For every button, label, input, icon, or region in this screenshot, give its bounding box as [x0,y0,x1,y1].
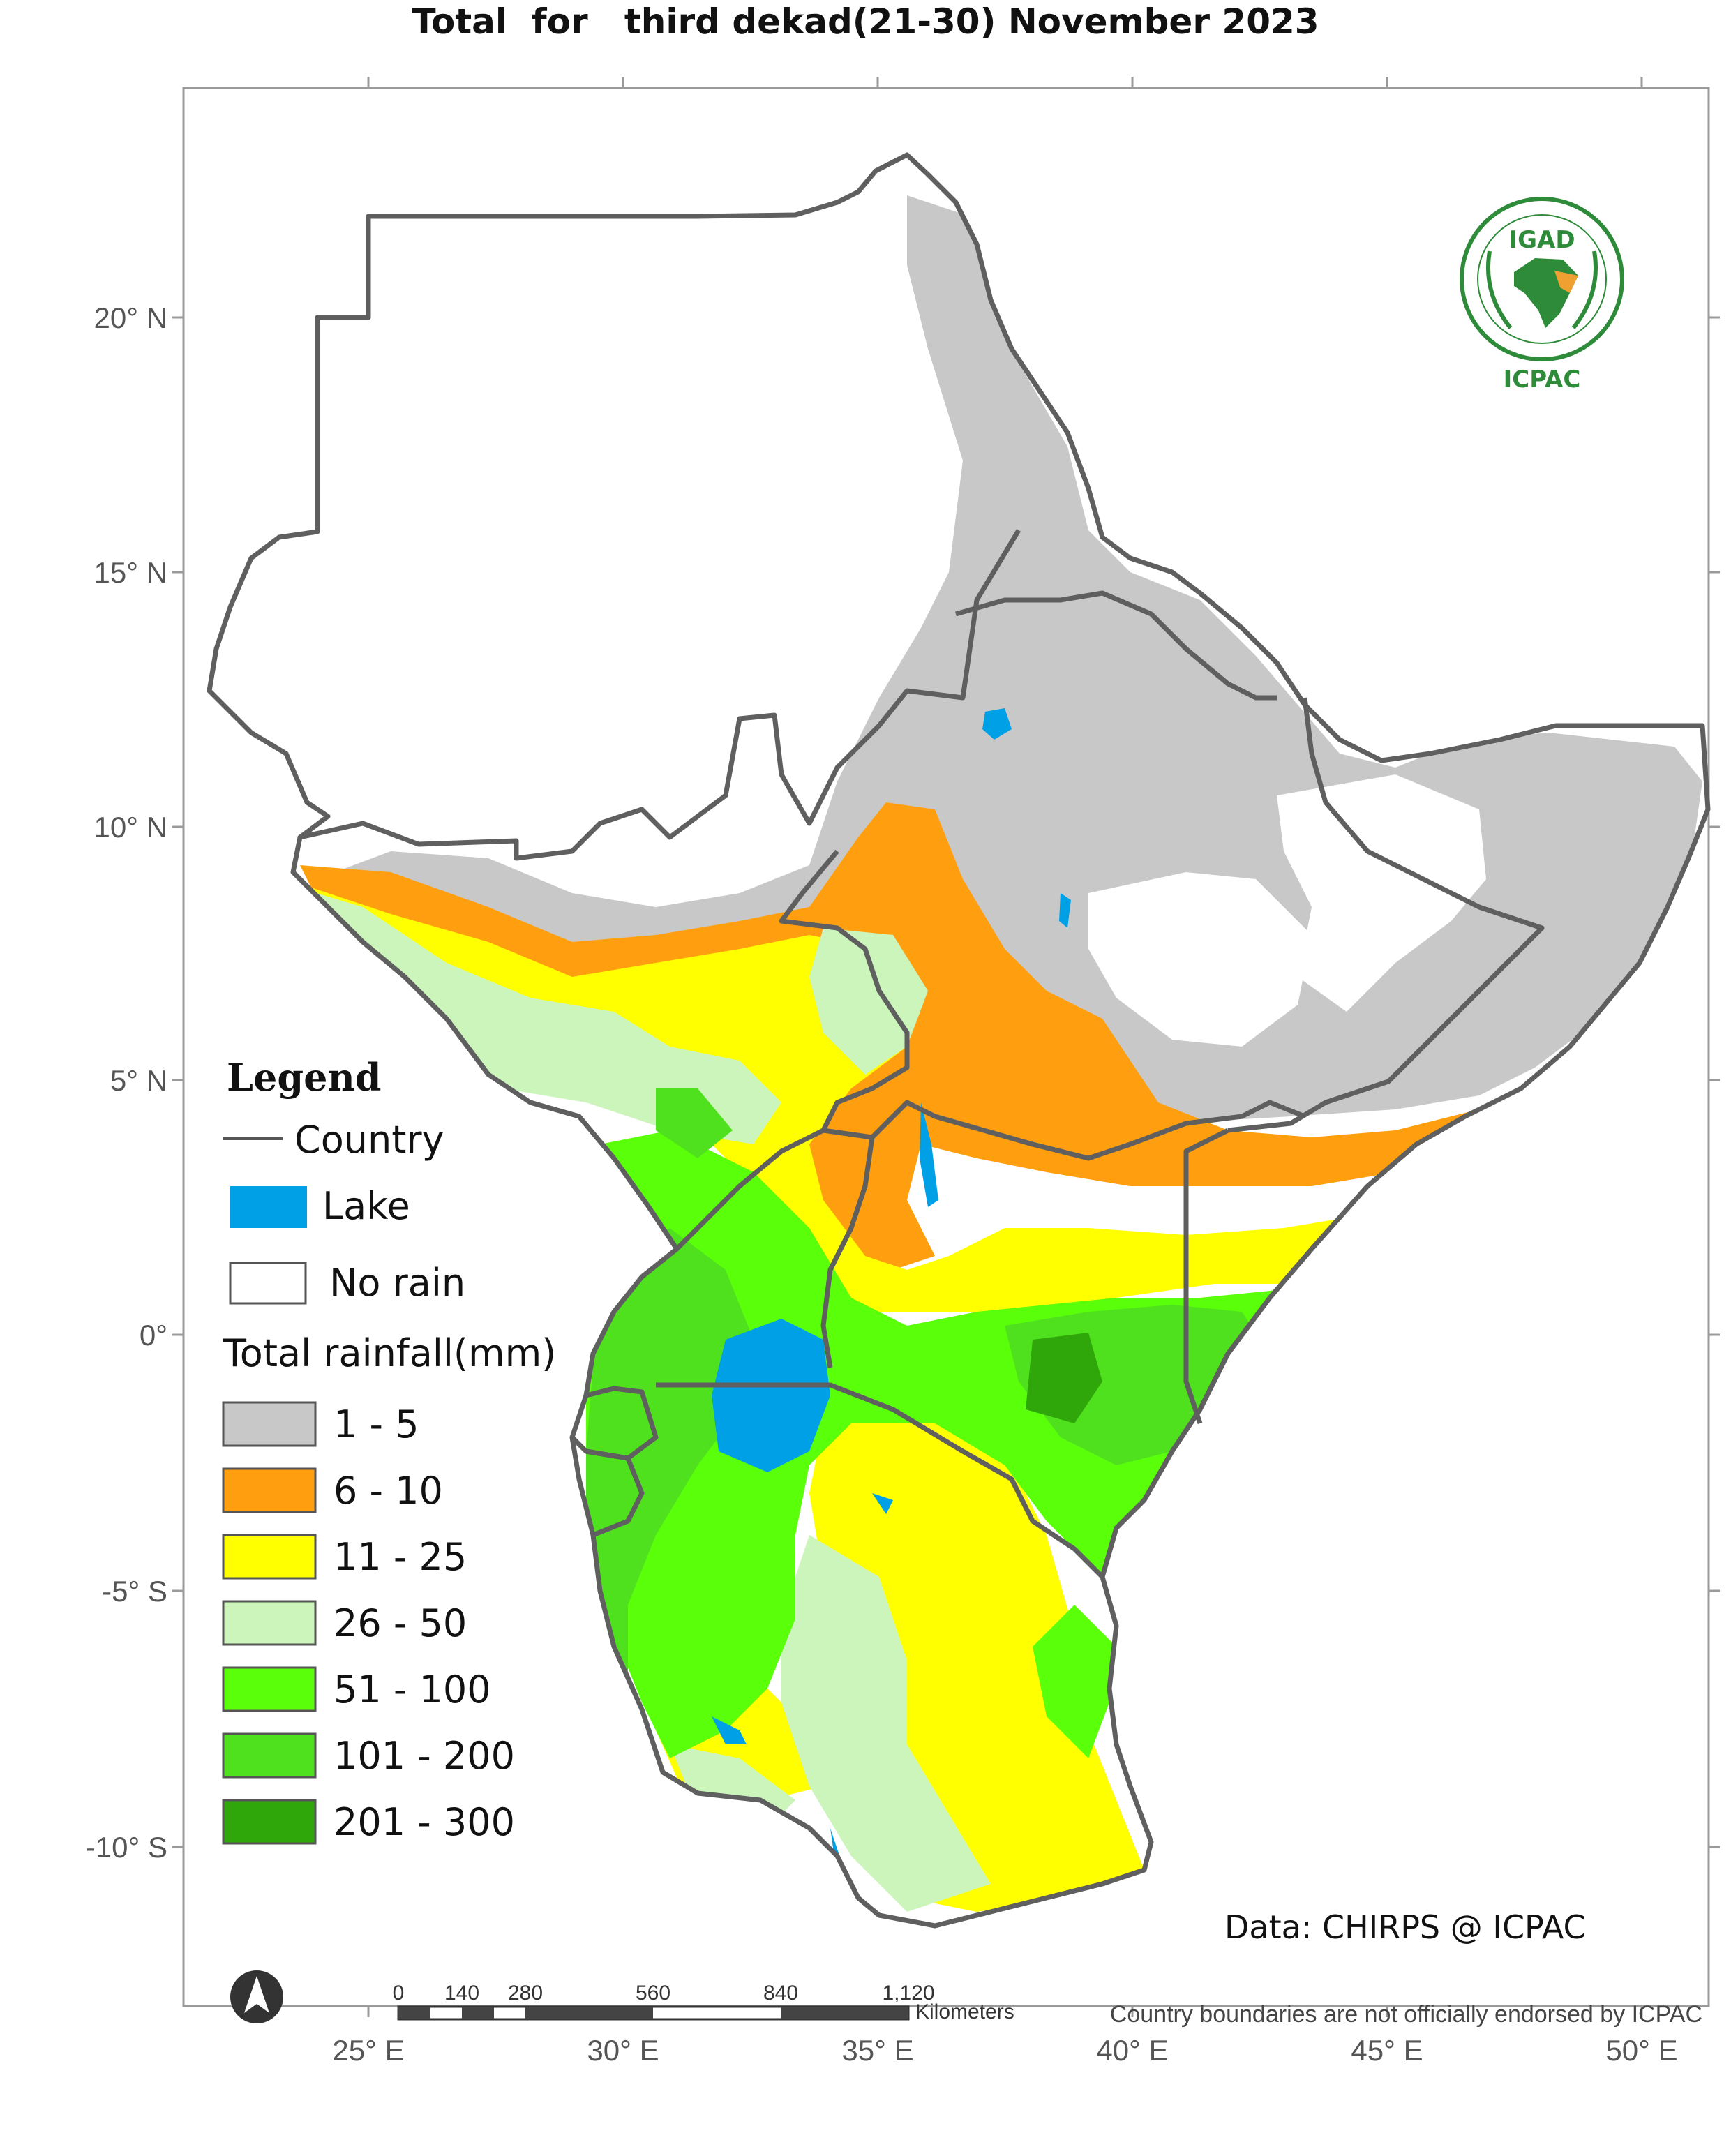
legend-class-label: 26 - 50 [334,1601,467,1645]
legend-swatch-51-100 [222,1666,317,1712]
icpac-logo: IGAD ICPAC [1460,197,1624,394]
x-tick-label: 35° E [841,2034,913,2067]
legend-lake-label: Lake [322,1184,410,1228]
data-credit: Data: CHIRPS @ ICPAC [1224,1908,1586,1946]
legend-class-label: 11 - 25 [334,1535,467,1579]
y-tick-label: 5° N [110,1064,167,1097]
legend-no-rain-label: No rain [329,1261,465,1305]
logo-igad-text: IGAD [1508,226,1575,254]
scale-label: 0 [393,1982,405,2005]
rain-class-11-25 [307,886,1591,1312]
y-tick-label: 20° N [93,301,167,334]
y-tick-label: -5° S [102,1575,167,1608]
scale-label: 840 [763,1982,798,2005]
scale-label: 1,120 [882,1982,934,2005]
legend: Legend Country Lake No rain Total rainfa… [222,1055,556,1845]
legend-title: Legend [227,1055,381,1100]
x-tick-label: 30° E [587,2034,659,2067]
map-title: Total for third dekad(21-30) November 20… [412,1,1319,42]
y-tick-labels: 20° N 15° N 10° N 5° N 0° -5° S -10° S [86,301,167,1864]
legend-swatch-11-25 [222,1534,317,1580]
x-tick-label: 25° E [332,2034,404,2067]
legend-swatch-101-200 [222,1732,317,1779]
legend-swatch-1-5 [222,1401,317,1447]
x-tick-label: 45° E [1351,2034,1423,2067]
scale-unit: Kilometers [915,2000,1014,2023]
y-tick-label: -10° S [86,1831,167,1864]
x-tick-label: 40° E [1096,2034,1168,2067]
country-borders [207,152,1711,1929]
rain-class-51-100 [586,1130,1340,1758]
y-tick-label: 0° [140,1319,167,1352]
north-arrow-icon [230,1970,283,2023]
y-tick-label: 15° N [93,556,167,589]
scale-label: 140 [444,1982,479,2005]
legend-swatch-6-10 [222,1467,317,1513]
x-tick-labels: 25° E 30° E 35° E 40° E 45° E 50° E [332,2034,1677,2067]
legend-swatch-26-50 [222,1600,317,1646]
legend-class-label: 101 - 200 [334,1734,515,1778]
legend-class-label: 6 - 10 [334,1469,443,1513]
legend-lake-swatch [230,1186,307,1228]
lake-turkana [920,1102,938,1207]
rain-class-6-10 [300,802,1626,1277]
y-tick-label: 10° N [93,811,167,844]
scale-bar: 0 140 280 560 840 1,120 Kilometers [393,1982,1014,2023]
lake-victoria [712,1319,830,1472]
y-ticks [172,316,1720,1848]
rain-class-101-200 [586,1228,754,1730]
legend-class-label: 1 - 5 [334,1402,419,1446]
legend-country-label: Country [294,1118,444,1162]
rain-class-201-300 [1026,1333,1102,1423]
legend-no-rain-swatch [229,1262,307,1305]
legend-rain-title: Total rainfall(mm) [223,1331,556,1375]
x-tick-label: 50° E [1605,2034,1677,2067]
rain-class-26-50 [293,886,781,1144]
legend-class-label: 51 - 100 [334,1668,491,1712]
legend-class-label: 201 - 300 [334,1800,515,1844]
scale-label: 280 [508,1982,543,2005]
disclaimer: Country boundaries are not officially en… [1110,2001,1702,2028]
legend-swatch-201-300 [222,1799,317,1845]
scale-label: 560 [636,1982,670,2005]
logo-icpac-text: ICPAC [1504,366,1581,394]
lake-tana [982,708,1012,740]
laurel-icon [1486,250,1598,329]
